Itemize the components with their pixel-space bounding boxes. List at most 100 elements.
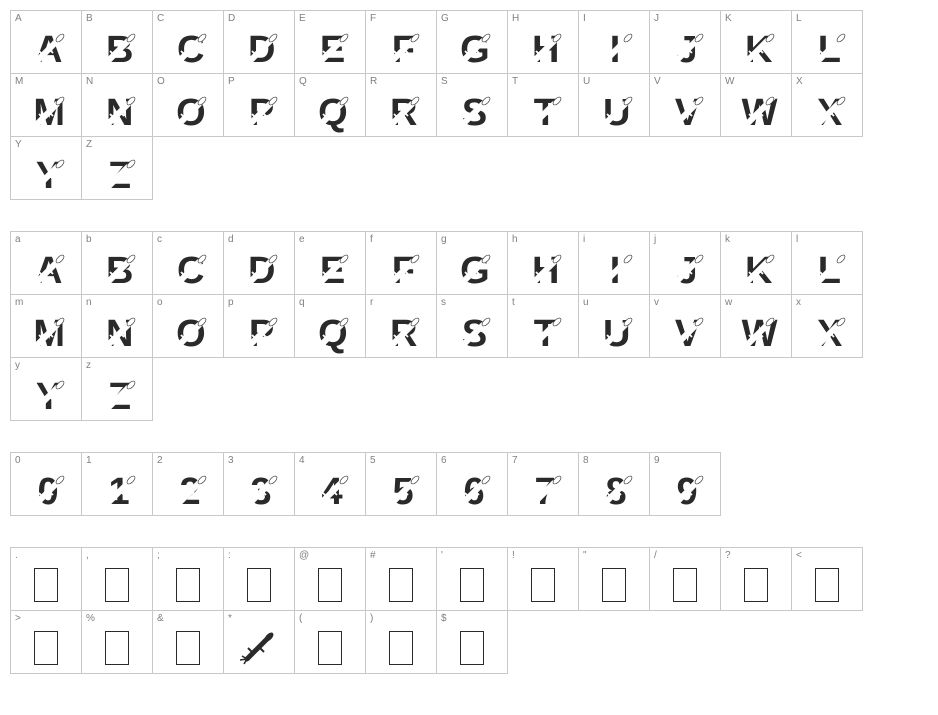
glyph-cell: dD (223, 231, 295, 295)
cell-label: @ (299, 550, 309, 561)
glyph-cell: % (81, 610, 153, 674)
cell-label: E (299, 13, 306, 24)
cell-glyph: T (534, 315, 557, 353)
cell-label: f (370, 234, 373, 245)
glyph-cell: * (223, 610, 295, 674)
glyph-cell: , (81, 547, 153, 611)
cell-label: z (86, 360, 91, 371)
glyph-cell: 66 (436, 452, 508, 516)
glyph-cell: $ (436, 610, 508, 674)
cell-label: B (86, 13, 93, 24)
empty-glyph-box (105, 568, 129, 602)
cell-glyph: E (320, 31, 345, 69)
cell-label: & (157, 613, 164, 624)
cell-glyph: 6 (464, 473, 485, 511)
glyph-cell: UU (578, 73, 650, 137)
cell-glyph: 9 (677, 473, 698, 511)
glyph-cell: CC (152, 10, 224, 74)
cell-label: K (725, 13, 732, 24)
cell-glyph: Z (108, 378, 131, 416)
cell-glyph: L (818, 252, 841, 290)
cell-label: P (228, 76, 235, 87)
glyph-cell: eE (294, 231, 366, 295)
glyph-cell: uU (578, 294, 650, 358)
glyph-cell: RR (365, 73, 437, 137)
cell-glyph: T (534, 94, 557, 132)
cell-label: D (228, 13, 235, 24)
cell-glyph: S (462, 94, 487, 132)
glyph-cell: MM (10, 73, 82, 137)
glyph-cell: xX (791, 294, 863, 358)
cell-glyph: V (675, 315, 700, 353)
cell-label: x (796, 297, 801, 308)
cell-label: 1 (86, 455, 92, 466)
glyph-cell: 22 (152, 452, 224, 516)
cell-label: V (654, 76, 661, 87)
cell-glyph: J (677, 252, 698, 290)
cell-label: G (441, 13, 449, 24)
glyph-cell: oO (152, 294, 224, 358)
cell-label: R (370, 76, 377, 87)
cell-glyph: I (610, 31, 621, 69)
glyph-cell: tT (507, 294, 579, 358)
cell-label: i (583, 234, 585, 245)
glyph-cell: WW (720, 73, 792, 137)
cell-glyph: S (462, 315, 487, 353)
glyph-cell: " (578, 547, 650, 611)
glyph-cell: ' (436, 547, 508, 611)
cell-label: S (441, 76, 448, 87)
cell-glyph: N (106, 94, 133, 132)
cell-glyph: C (177, 31, 204, 69)
cell-glyph: K (745, 31, 772, 69)
cell-glyph: K (745, 252, 772, 290)
cell-label: n (86, 297, 92, 308)
glyph-cell: & (152, 610, 224, 674)
cell-label: W (725, 76, 734, 87)
glyph-cell: pP (223, 294, 295, 358)
cell-glyph: Z (108, 157, 131, 195)
cell-label: Y (15, 139, 22, 150)
glyph-cell: ) (365, 610, 437, 674)
cell-label: r (370, 297, 373, 308)
empty-glyph-box (247, 568, 271, 602)
glyph-cell: : (223, 547, 295, 611)
glyph-cell: 99 (649, 452, 721, 516)
glyph-cell: VV (649, 73, 721, 137)
cell-label: I (583, 13, 586, 24)
cell-glyph: 7 (535, 473, 556, 511)
glyph-cell: JJ (649, 10, 721, 74)
glyph-cell: ( (294, 610, 366, 674)
cell-glyph: B (106, 31, 133, 69)
cell-label: A (15, 13, 22, 24)
cell-glyph: D (248, 31, 275, 69)
cell-glyph: P (249, 315, 274, 353)
glyph-cell: vV (649, 294, 721, 358)
cell-glyph: B (106, 252, 133, 290)
cell-glyph: Y (36, 157, 61, 195)
cell-label: l (796, 234, 798, 245)
cell-glyph: O (176, 94, 206, 132)
cell-label: T (512, 76, 518, 87)
cell-label: 6 (441, 455, 447, 466)
empty-glyph-box (673, 568, 697, 602)
cell-glyph: G (460, 252, 490, 290)
section-lowercase: aA bB cC dD (10, 231, 928, 420)
empty-glyph-box (318, 568, 342, 602)
cell-label: Q (299, 76, 307, 87)
glyph-cell: hH (507, 231, 579, 295)
glyph-cell: aA (10, 231, 82, 295)
glyph-cell: # (365, 547, 437, 611)
cell-label: q (299, 297, 305, 308)
cell-label: " (583, 550, 587, 561)
glyph-cell: ; (152, 547, 224, 611)
section-digits: 00 11 22 33 (10, 452, 928, 515)
cell-label: 8 (583, 455, 589, 466)
glyph-cell: LL (791, 10, 863, 74)
cell-glyph: 3 (251, 473, 272, 511)
cell-glyph: X (817, 94, 842, 132)
cell-glyph: H (532, 31, 559, 69)
cell-label: s (441, 297, 446, 308)
cell-label: , (86, 550, 89, 561)
empty-glyph-box (34, 568, 58, 602)
glyph-cell: BB (81, 10, 153, 74)
